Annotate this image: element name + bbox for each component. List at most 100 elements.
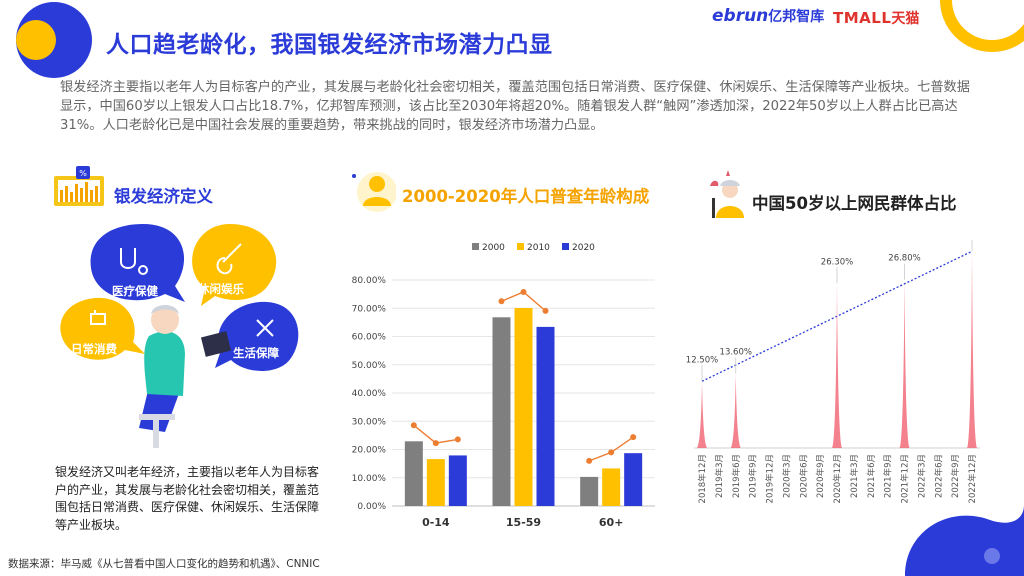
legend-label-2000: 2000: [482, 243, 505, 253]
yellow-ring-decoration: [940, 0, 1024, 52]
leisure-bubble: [192, 224, 277, 306]
right-section-title: 中国50岁以上网民群体占比: [752, 194, 957, 213]
y-tick-label: 60.00%: [352, 333, 387, 343]
fork-knife-icon: [256, 319, 274, 337]
x-tick-label: 2021年6月: [866, 454, 877, 498]
trend-point-60+-2000: [586, 457, 593, 464]
y-tick-label: 70.00%: [352, 304, 387, 314]
svg-text:%: %: [79, 169, 87, 178]
tmall-logo-text: TMALL: [833, 9, 892, 27]
cart-icon: [90, 310, 106, 325]
x-tick-label: 2020年6月: [798, 454, 809, 498]
y-tick-label: 30.00%: [352, 417, 387, 427]
y-tick-label: 80.00%: [352, 276, 387, 286]
bar-0-14-2010: [426, 459, 445, 506]
trend-point-15-59-2000: [498, 298, 505, 305]
ebrun-logo: ebrun亿邦智库: [712, 6, 824, 26]
y-tick-label: 20.00%: [352, 446, 387, 456]
bar-60+-2020: [624, 453, 643, 506]
x-tick-label: 2021年3月: [849, 454, 860, 498]
trend-point-0-14-2010: [432, 440, 439, 447]
middle-section-title: 2000-2020年人口普查年龄构成: [402, 187, 650, 206]
x-tick-label: 2020年12月: [832, 454, 843, 503]
spike-2018年12月: [697, 381, 707, 448]
stool-leg: [153, 418, 159, 448]
intro-paragraph: 银发经济主要指以老年人为目标客户的产业，其发展与老龄化社会密切相关，覆盖范围包括…: [60, 80, 970, 133]
data-label-2019年6月: 13.60%: [720, 347, 752, 357]
spike-2019年6月: [730, 373, 741, 448]
x-tick-label: 2020年3月: [781, 454, 792, 498]
bubble-label-leisure: 休闲娱乐: [198, 282, 244, 296]
spike-2021年12月: [899, 279, 910, 448]
page-title: 人口趋老龄化，我国银发经济市场潜力凸显: [106, 32, 553, 58]
bar-15-59-2010: [514, 307, 533, 506]
x-tick-label: 2018年12月: [697, 454, 708, 503]
tablet-icon: [200, 331, 232, 357]
yellow-circle-decoration: [16, 20, 56, 60]
x-tick-label: 2019年6月: [731, 454, 742, 498]
tianmao-logo-text: 天猫: [891, 11, 920, 27]
left-description: 银发经济又叫老年经济，主要指以老年人为目标客户的产业，其发展与老龄化社会密切相关…: [55, 465, 320, 532]
daily-bubble: [60, 297, 145, 360]
trend-point-15-59-2020: [542, 307, 549, 314]
x-tick-label: 2022年6月: [933, 454, 944, 498]
person-body: [144, 331, 185, 396]
person-avatar-icon: [352, 172, 396, 212]
bar-60+-2000: [580, 476, 599, 506]
medical-bubble: [90, 224, 185, 302]
y-tick-label: 50.00%: [352, 361, 387, 371]
stethoscope-icon: [120, 248, 136, 269]
spike-2020年12月: [832, 283, 842, 448]
age-structure-bar-chart: 2000 2010 2020 0.00% 10.00% 20.00% 30.00% 40.0…: [352, 243, 655, 529]
elderly-person-icon: [710, 170, 744, 218]
living-bubble: [215, 301, 299, 371]
person-hair: [151, 305, 179, 314]
chart-monitor-icon: %: [54, 166, 104, 206]
data-label-2021年12月: 26.80%: [888, 254, 920, 264]
bar-0-14-2000: [404, 441, 423, 506]
stool-seat: [139, 414, 175, 420]
person-head: [151, 306, 179, 334]
x-category-label: 0-14: [422, 516, 450, 529]
left-section-title: 银发经济定义: [114, 187, 213, 206]
trend-point-60+-2020: [630, 434, 637, 441]
bubble-label-living: 生活保障: [233, 346, 279, 360]
bubble-label-daily: 日常消费: [71, 342, 117, 356]
zhiku-logo-text: 亿邦智库: [768, 9, 825, 25]
trend-point-15-59-2010: [520, 288, 527, 295]
ebrun-logo-text: ebrun: [712, 6, 769, 26]
guitar-icon: [216, 243, 242, 275]
legend-swatch-2000: [472, 243, 479, 250]
spike-2022年12月: [967, 251, 977, 448]
x-tick-label: 2021年9月: [883, 454, 894, 498]
legend-label-2010: 2010: [527, 243, 550, 253]
x-tick-label: 2019年12月: [765, 454, 776, 503]
bar-15-59-2000: [492, 317, 511, 506]
data-source: 数据来源：毕马威《从七普看中国人口变化的趋势和机遇》、CNNIC: [8, 558, 320, 570]
x-tick-label: 2020年9月: [815, 454, 826, 498]
legend-swatch-2020: [562, 243, 569, 250]
x-tick-label: 2022年9月: [950, 454, 961, 498]
small-circle-decoration: [984, 548, 1000, 564]
x-tick-label: 2021年12月: [900, 454, 911, 503]
bubble-label-medical: 医疗保健: [112, 284, 158, 298]
stethoscope-head-icon: [138, 265, 148, 275]
bar-legend: 2000 2010 2020: [472, 243, 595, 253]
x-tick-label: 2019年9月: [748, 454, 759, 498]
trend-point-0-14-2020: [454, 436, 461, 443]
x-category-label: 60+: [599, 516, 624, 529]
legend-label-2020: 2020: [572, 243, 595, 253]
netizen-50plus-chart: 2018年12月 2019年3月 2019年6月 2019年9月 2019年12月 202…: [686, 240, 980, 503]
y-tick-label: 40.00%: [352, 389, 387, 399]
trend-point-0-14-2000: [410, 422, 417, 429]
x-tick-label: 2022年12月: [967, 454, 978, 503]
silver-economy-illustration: [60, 224, 299, 448]
bar-60+-2010: [602, 468, 621, 506]
data-label-2018年12月: 12.50%: [686, 355, 718, 365]
bar-0-14-2020: [448, 455, 467, 506]
x-tick-label: 2022年3月: [916, 454, 927, 498]
x-category-label: 15-59: [506, 516, 541, 529]
legend-swatch-2010: [517, 243, 524, 250]
y-tick-label: 10.00%: [352, 474, 387, 484]
y-tick-label: 0.00%: [357, 502, 386, 512]
